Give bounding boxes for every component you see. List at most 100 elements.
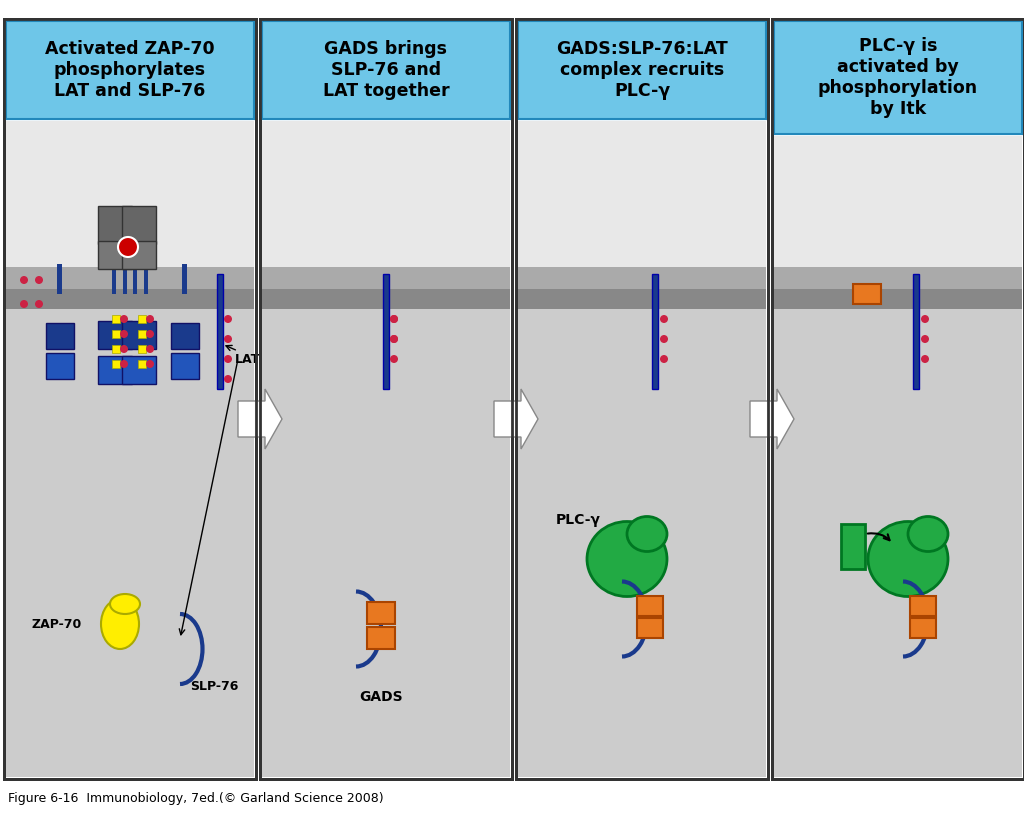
Ellipse shape <box>908 517 948 552</box>
Bar <box>138 315 146 324</box>
Circle shape <box>20 277 28 285</box>
Bar <box>652 274 658 390</box>
Ellipse shape <box>101 600 139 649</box>
Bar <box>774 268 1022 290</box>
Circle shape <box>660 355 668 364</box>
Circle shape <box>224 355 232 364</box>
Bar <box>6 137 254 290</box>
Bar <box>853 285 881 305</box>
Circle shape <box>921 355 929 364</box>
Bar <box>518 137 766 290</box>
Text: ZAP-70: ZAP-70 <box>32 618 82 631</box>
Bar <box>46 324 74 350</box>
Bar <box>518 22 766 120</box>
Bar <box>6 310 254 777</box>
Bar <box>6 290 254 310</box>
Text: PLC-γ is
activated by
phosphorylation
by Itk: PLC-γ is activated by phosphorylation by… <box>818 37 978 118</box>
Bar <box>772 20 1024 779</box>
Bar <box>772 20 1024 779</box>
Bar <box>6 22 254 120</box>
Circle shape <box>120 315 128 324</box>
Bar <box>122 322 156 350</box>
Bar <box>262 122 510 268</box>
Ellipse shape <box>110 595 140 614</box>
Bar <box>171 324 199 350</box>
Bar <box>262 310 510 777</box>
Bar <box>841 524 865 569</box>
Bar <box>138 346 146 354</box>
Text: PLC-γ is
activated by
phosphorylation
by Itk: PLC-γ is activated by phosphorylation by… <box>818 37 978 118</box>
Bar <box>144 215 148 295</box>
Bar <box>367 602 395 624</box>
Bar <box>774 22 1022 135</box>
Circle shape <box>390 315 398 324</box>
Bar <box>367 627 395 649</box>
Circle shape <box>120 346 128 354</box>
Bar <box>262 22 510 120</box>
Circle shape <box>120 360 128 369</box>
Bar <box>122 206 156 245</box>
Bar <box>774 310 1022 777</box>
Bar <box>262 137 510 290</box>
Bar <box>112 315 120 324</box>
Circle shape <box>118 238 138 258</box>
Bar <box>774 22 1022 135</box>
Circle shape <box>390 336 398 344</box>
Bar <box>112 331 120 338</box>
Circle shape <box>224 336 232 344</box>
Bar <box>516 20 768 779</box>
Bar <box>112 346 120 354</box>
Circle shape <box>660 315 668 324</box>
Bar <box>518 310 766 777</box>
Bar <box>383 274 389 390</box>
Bar <box>6 268 254 290</box>
Bar <box>138 360 146 369</box>
Bar <box>98 206 132 245</box>
Text: Activated ZAP-70
phosphorylates
LAT and SLP-76: Activated ZAP-70 phosphorylates LAT and … <box>45 40 215 100</box>
Bar <box>262 290 510 310</box>
Text: GADS brings
SLP-76 and
LAT together: GADS brings SLP-76 and LAT together <box>323 40 450 100</box>
Circle shape <box>35 277 43 285</box>
Polygon shape <box>494 390 538 450</box>
Bar <box>774 290 1022 310</box>
Bar <box>260 20 512 779</box>
Text: GADS brings
SLP-76 and
LAT together: GADS brings SLP-76 and LAT together <box>323 40 450 100</box>
Bar <box>516 20 768 779</box>
Text: GADS: GADS <box>359 689 402 704</box>
Bar <box>774 137 1022 290</box>
Circle shape <box>120 331 128 338</box>
Bar <box>262 22 510 120</box>
Bar <box>262 268 510 290</box>
Circle shape <box>146 360 154 369</box>
Bar <box>518 122 766 268</box>
Text: SLP-76: SLP-76 <box>190 679 239 692</box>
Bar <box>112 215 116 295</box>
Bar <box>98 242 132 269</box>
Bar <box>913 274 919 390</box>
Circle shape <box>224 376 232 383</box>
Bar <box>260 20 512 779</box>
Bar <box>46 354 74 379</box>
Bar <box>910 596 936 616</box>
Text: PLC-γ: PLC-γ <box>556 513 601 527</box>
Bar <box>4 20 256 779</box>
Ellipse shape <box>587 522 667 597</box>
Bar <box>98 356 132 385</box>
Bar <box>518 268 766 290</box>
Bar <box>772 20 1024 779</box>
Text: Figure 6-16  Immunobiology, 7ed.(© Garland Science 2008): Figure 6-16 Immunobiology, 7ed.(© Garlan… <box>8 791 384 804</box>
Bar <box>260 20 512 779</box>
Bar <box>182 265 187 295</box>
Text: Activated ZAP-70
phosphorylates
LAT and SLP-76: Activated ZAP-70 phosphorylates LAT and … <box>45 40 215 100</box>
Bar <box>57 265 62 295</box>
Bar <box>133 215 137 295</box>
Bar <box>138 331 146 338</box>
Text: GADS:SLP-76:LAT
complex recruits
PLC-γ: GADS:SLP-76:LAT complex recruits PLC-γ <box>556 40 728 100</box>
Bar <box>122 242 156 269</box>
Bar <box>516 20 768 779</box>
Bar <box>98 322 132 350</box>
Circle shape <box>921 315 929 324</box>
Bar <box>637 618 663 638</box>
Polygon shape <box>238 390 282 450</box>
Circle shape <box>390 336 398 344</box>
